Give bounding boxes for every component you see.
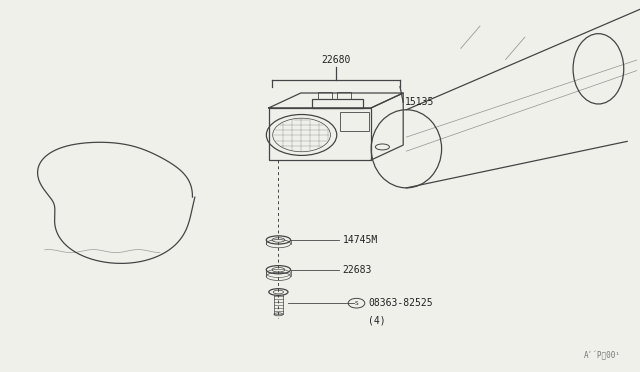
Text: 22683: 22683	[342, 265, 372, 275]
Text: 14745M: 14745M	[342, 235, 378, 245]
Bar	[269, 108, 371, 160]
Text: 22680: 22680	[321, 55, 351, 65]
Bar	[312, 99, 363, 108]
Text: S: S	[355, 301, 358, 306]
Text: (4): (4)	[368, 316, 386, 326]
Text: 15135: 15135	[405, 97, 435, 107]
Bar	[337, 92, 351, 99]
Text: 08363-82525: 08363-82525	[368, 298, 433, 308]
Text: Aʹ´P⁃00¹: Aʹ´P⁃00¹	[584, 352, 621, 361]
Bar	[340, 112, 369, 131]
Bar	[318, 92, 332, 99]
